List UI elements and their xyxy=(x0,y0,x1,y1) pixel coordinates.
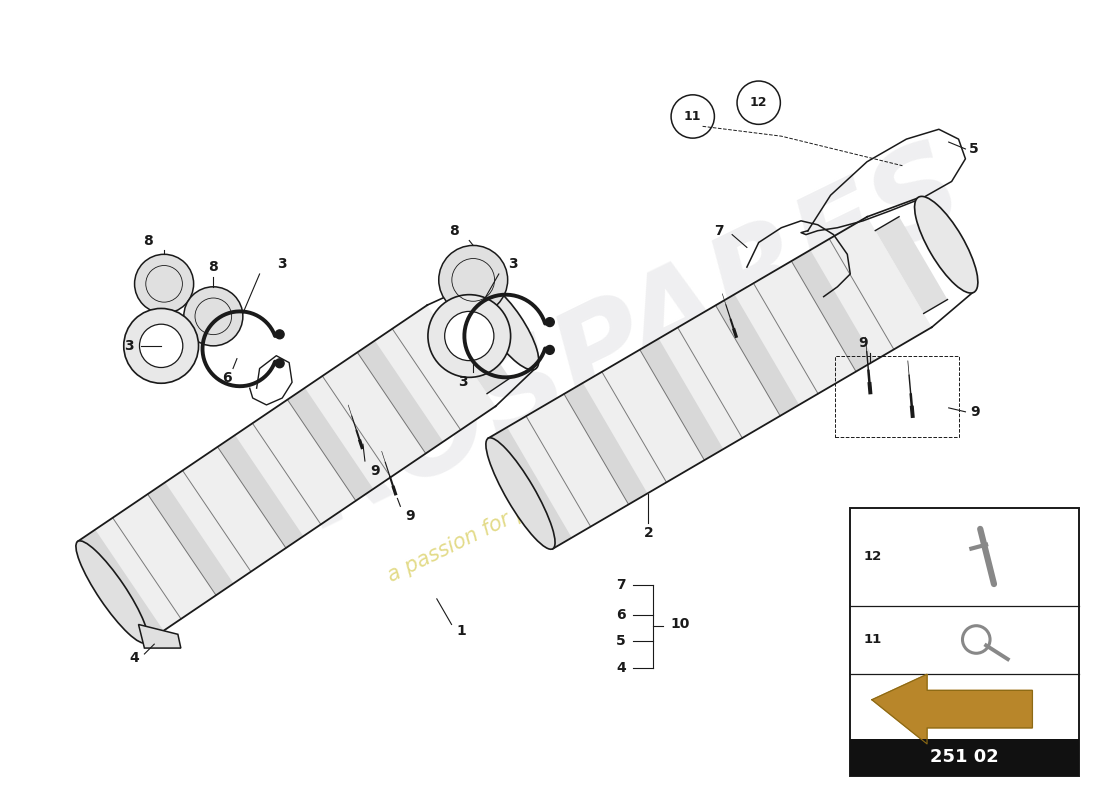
Circle shape xyxy=(428,294,510,378)
Polygon shape xyxy=(526,405,609,526)
Circle shape xyxy=(546,318,554,326)
Text: 4: 4 xyxy=(616,661,626,674)
Text: 6: 6 xyxy=(616,608,626,622)
Text: 9: 9 xyxy=(370,464,379,478)
Polygon shape xyxy=(253,411,339,524)
Polygon shape xyxy=(112,506,198,619)
Circle shape xyxy=(123,309,199,383)
Text: 3: 3 xyxy=(508,257,517,271)
Circle shape xyxy=(546,346,554,354)
Text: a passion for parts since 1985: a passion for parts since 1985 xyxy=(384,430,676,586)
Ellipse shape xyxy=(474,281,539,370)
Polygon shape xyxy=(393,317,478,430)
Ellipse shape xyxy=(486,438,556,550)
Text: 10: 10 xyxy=(670,618,690,631)
Polygon shape xyxy=(716,294,799,416)
Text: 8: 8 xyxy=(143,234,153,247)
Polygon shape xyxy=(791,250,874,371)
Polygon shape xyxy=(322,364,408,477)
Text: 8: 8 xyxy=(449,224,459,238)
Text: 7: 7 xyxy=(616,578,626,592)
Text: 11: 11 xyxy=(864,633,882,646)
Polygon shape xyxy=(488,427,572,549)
Circle shape xyxy=(444,311,494,361)
Polygon shape xyxy=(139,625,180,648)
Polygon shape xyxy=(78,305,496,642)
Polygon shape xyxy=(78,530,164,642)
Polygon shape xyxy=(876,217,947,314)
Ellipse shape xyxy=(914,196,978,293)
Polygon shape xyxy=(829,228,913,350)
Text: 9: 9 xyxy=(970,405,980,419)
Text: 12: 12 xyxy=(750,96,768,109)
Polygon shape xyxy=(183,458,268,572)
Text: 9: 9 xyxy=(406,509,415,523)
Polygon shape xyxy=(147,482,233,595)
Text: 11: 11 xyxy=(684,110,702,123)
Circle shape xyxy=(140,324,183,367)
Text: 6: 6 xyxy=(222,371,232,386)
Polygon shape xyxy=(872,674,1033,744)
Polygon shape xyxy=(358,341,443,454)
Text: 2: 2 xyxy=(644,526,653,540)
Text: 5: 5 xyxy=(616,634,626,648)
Polygon shape xyxy=(754,272,837,394)
Circle shape xyxy=(134,254,194,314)
FancyBboxPatch shape xyxy=(850,738,1079,776)
Text: 7: 7 xyxy=(715,224,724,238)
FancyBboxPatch shape xyxy=(850,508,1079,776)
Text: 3: 3 xyxy=(277,257,287,271)
Polygon shape xyxy=(436,302,510,394)
Circle shape xyxy=(275,330,284,338)
Circle shape xyxy=(184,286,243,346)
Polygon shape xyxy=(602,361,685,482)
Text: 4: 4 xyxy=(130,651,140,665)
Circle shape xyxy=(439,246,508,314)
Circle shape xyxy=(275,359,284,368)
Text: 1: 1 xyxy=(456,624,466,638)
Text: EUROSPARES: EUROSPARES xyxy=(117,129,983,632)
Text: 3: 3 xyxy=(459,375,469,390)
Text: 8: 8 xyxy=(208,260,218,274)
Text: 251 02: 251 02 xyxy=(931,748,999,766)
Text: 12: 12 xyxy=(864,550,882,563)
Polygon shape xyxy=(218,435,304,548)
Polygon shape xyxy=(640,338,724,460)
Polygon shape xyxy=(678,317,761,438)
Polygon shape xyxy=(287,388,373,501)
Polygon shape xyxy=(488,217,932,549)
Polygon shape xyxy=(564,383,648,505)
Ellipse shape xyxy=(76,541,147,643)
Text: 3: 3 xyxy=(124,339,133,353)
Text: 5: 5 xyxy=(968,142,978,156)
Text: 9: 9 xyxy=(858,336,868,350)
